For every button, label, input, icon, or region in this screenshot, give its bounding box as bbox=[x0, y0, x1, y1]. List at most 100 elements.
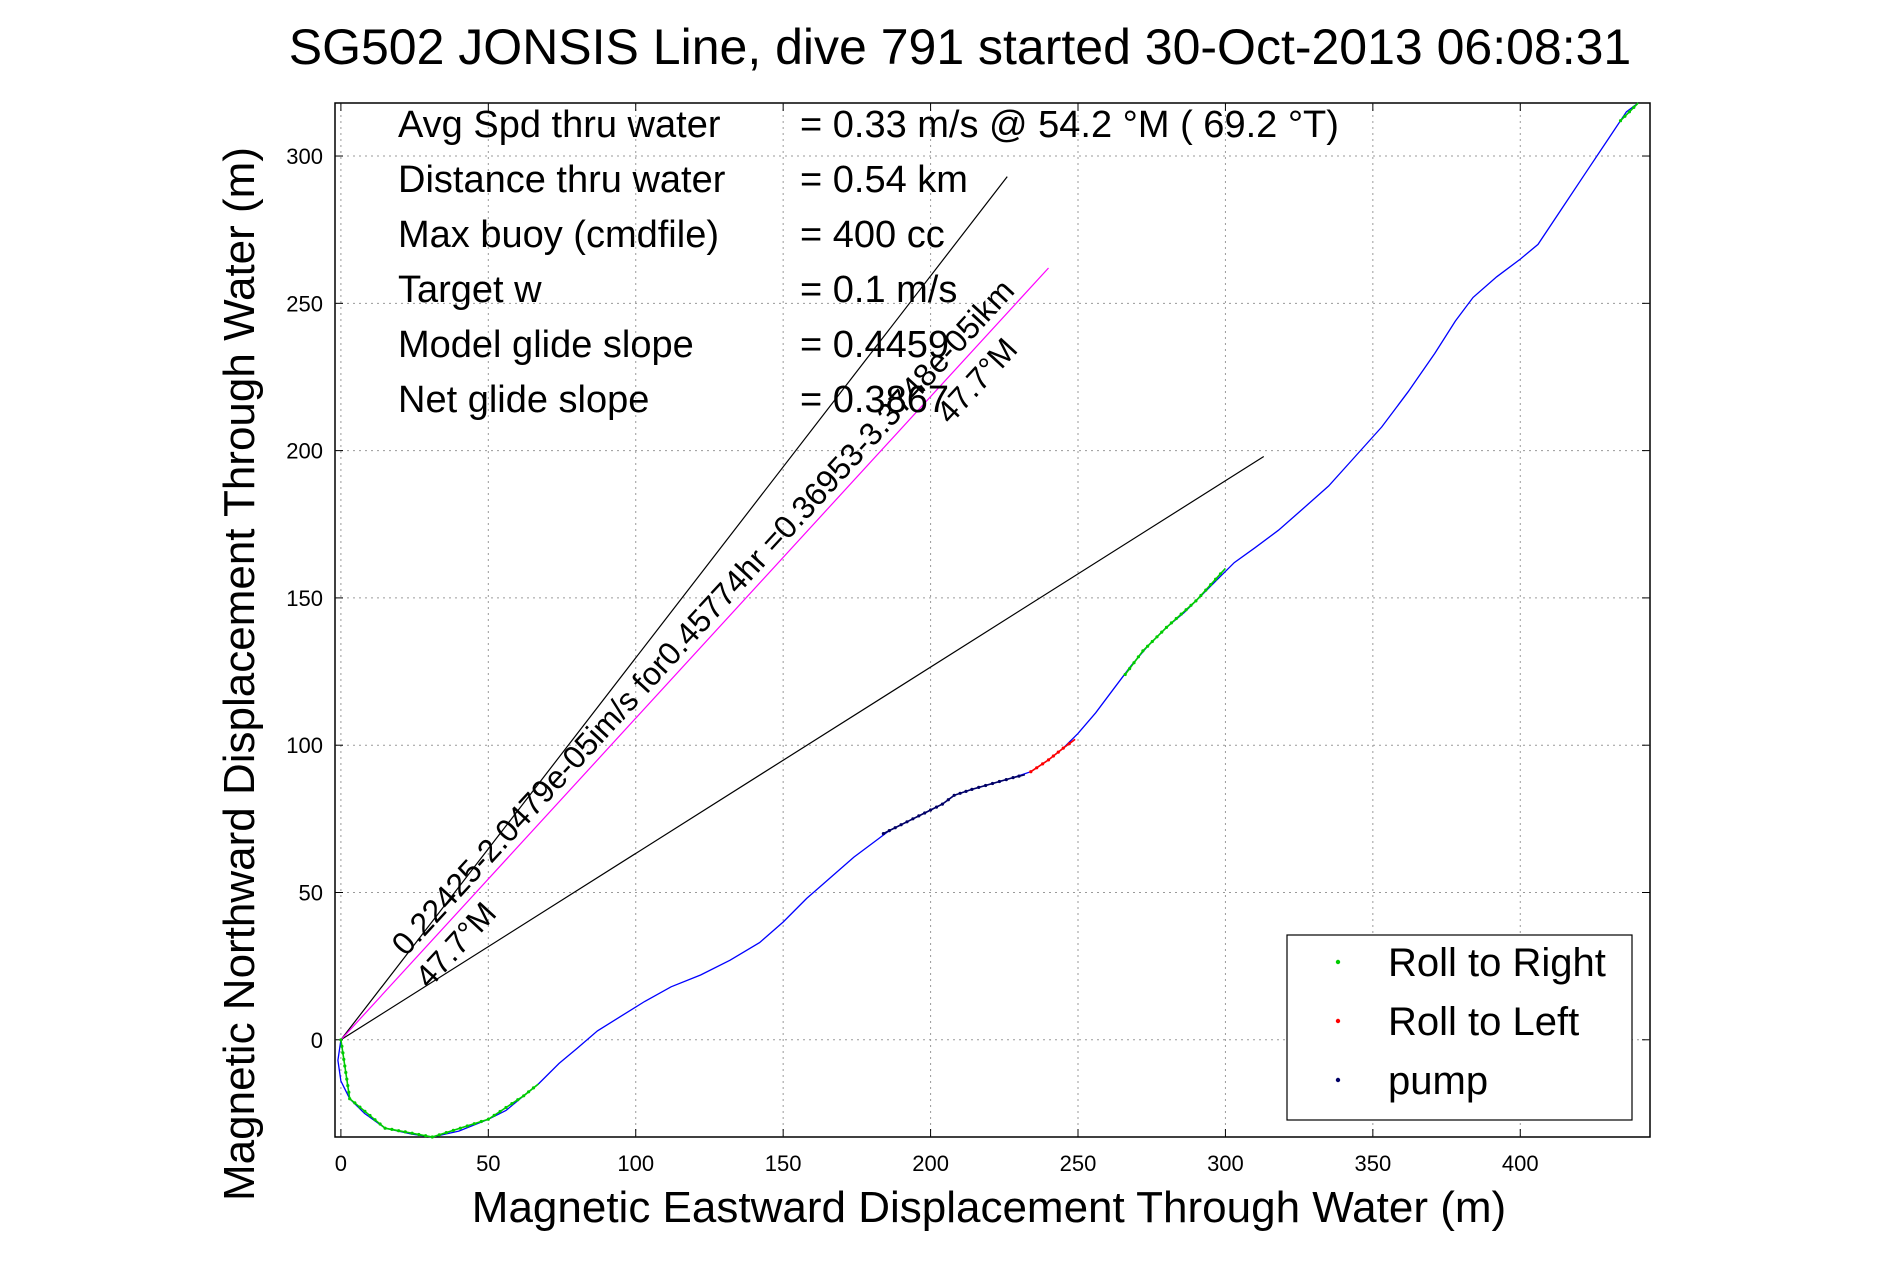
x-tick-label: 250 bbox=[1060, 1151, 1097, 1176]
y-axis-ticks: 0 50 100 150 200 250 300 bbox=[286, 144, 1650, 1053]
series-point-0 bbox=[1218, 572, 1223, 576]
series-point-0 bbox=[424, 1134, 428, 1138]
info-panel: Avg Spd thru water = 0.33 m/s @ 54.2 °M (… bbox=[398, 104, 1339, 421]
series-point-0 bbox=[1123, 672, 1127, 677]
series-point-0 bbox=[339, 1038, 343, 1042]
series-point-2 bbox=[887, 829, 891, 833]
series-point-2 bbox=[911, 817, 915, 821]
series-point-0 bbox=[510, 1102, 514, 1106]
series-point-0 bbox=[486, 1117, 490, 1121]
x-tick-label: 0 bbox=[335, 1151, 347, 1176]
series-point-0 bbox=[410, 1131, 414, 1135]
info-value: = 0.33 m/s @ 54.2 °M ( 69.2 °T) bbox=[800, 104, 1339, 146]
series-point-0 bbox=[397, 1129, 401, 1133]
series-point-0 bbox=[465, 1124, 469, 1128]
series-point-1 bbox=[1035, 766, 1039, 770]
series-point-1 bbox=[1067, 742, 1071, 746]
series-point-0 bbox=[437, 1133, 441, 1137]
y-tick-label: 100 bbox=[286, 733, 323, 758]
x-tick-label: 400 bbox=[1502, 1151, 1539, 1176]
series-point-1 bbox=[1046, 758, 1051, 762]
series-point-0 bbox=[342, 1057, 346, 1061]
series-point-2 bbox=[923, 811, 927, 815]
series-point-0 bbox=[458, 1126, 462, 1130]
series-point-1 bbox=[1029, 770, 1033, 774]
info-value: = 0.3867 bbox=[800, 379, 949, 421]
series-point-2 bbox=[997, 779, 1002, 784]
series-point-0 bbox=[1194, 599, 1198, 603]
info-value: = 400 cc bbox=[800, 214, 945, 256]
reference-line-lower bbox=[340, 455, 1265, 1041]
series-point-0 bbox=[1623, 114, 1627, 118]
series-point-0 bbox=[341, 1051, 345, 1055]
x-tick-label: 100 bbox=[617, 1151, 654, 1176]
series-point-0 bbox=[345, 1077, 349, 1081]
info-label: Target w bbox=[398, 269, 542, 311]
info-label: Avg Spd thru water bbox=[398, 104, 721, 146]
series-point-0 bbox=[353, 1101, 357, 1105]
series-point-0 bbox=[1214, 577, 1218, 581]
series-point-2 bbox=[977, 785, 981, 790]
y-tick-label: 300 bbox=[286, 144, 323, 169]
x-tick-label: 350 bbox=[1354, 1151, 1391, 1176]
series-point-0 bbox=[1155, 635, 1159, 639]
series-point-0 bbox=[1627, 110, 1631, 114]
series-point-0 bbox=[1164, 625, 1169, 630]
series-point-2 bbox=[905, 820, 909, 824]
series-point-0 bbox=[522, 1094, 526, 1098]
series-point-1 bbox=[1051, 754, 1055, 758]
series-segment-0 bbox=[340, 1039, 539, 1138]
series-point-0 bbox=[1204, 588, 1208, 592]
x-axis-label: Magnetic Eastward Displacement Through W… bbox=[472, 1183, 1506, 1232]
series-point-2 bbox=[958, 791, 962, 795]
series-point-0 bbox=[1174, 616, 1178, 621]
series-point-0 bbox=[531, 1086, 536, 1090]
series-point-1 bbox=[1041, 762, 1045, 766]
series-point-1 bbox=[1061, 746, 1065, 750]
legend-label: Roll to Right bbox=[1388, 941, 1606, 985]
series-point-0 bbox=[348, 1097, 352, 1101]
x-axis-ticks: 0 50 100 150 200 250 300 350 400 bbox=[335, 103, 1539, 1176]
series-point-2 bbox=[1017, 774, 1021, 778]
series-point-0 bbox=[451, 1128, 455, 1132]
series-point-0 bbox=[1128, 667, 1132, 671]
grid-lines bbox=[335, 103, 1650, 1137]
series-point-0 bbox=[479, 1119, 483, 1124]
series-point-2 bbox=[990, 781, 995, 786]
x-tick-label: 50 bbox=[476, 1151, 500, 1176]
series-point-0 bbox=[1632, 105, 1636, 109]
series-point-0 bbox=[1146, 644, 1150, 648]
series-point-2 bbox=[940, 802, 945, 806]
reference-lines bbox=[340, 176, 1265, 1041]
info-value: = 0.54 km bbox=[800, 159, 968, 201]
series-point-0 bbox=[1169, 621, 1173, 625]
series-point-0 bbox=[430, 1135, 434, 1139]
series-point-0 bbox=[1199, 593, 1203, 598]
series-point-0 bbox=[368, 1113, 372, 1118]
chart-title: SG502 JONSIS Line, dive 791 started 30-O… bbox=[289, 19, 1631, 75]
series-point-0 bbox=[378, 1122, 382, 1126]
y-tick-label: 0 bbox=[311, 1028, 323, 1053]
slope-label-text: 0.22425-2.0479e-05im/s for0.45774hr =0.3… bbox=[384, 272, 1021, 962]
series-point-0 bbox=[516, 1098, 520, 1102]
series-point-2 bbox=[881, 832, 886, 836]
reference-line-upper bbox=[340, 176, 1008, 1041]
info-label: Distance thru water bbox=[398, 159, 726, 201]
series-point-2 bbox=[899, 823, 903, 827]
series-point-0 bbox=[1209, 583, 1213, 587]
x-tick-label: 150 bbox=[765, 1151, 802, 1176]
info-label: Max buoy (cmdfile) bbox=[398, 214, 719, 256]
series-point-0 bbox=[358, 1105, 362, 1109]
info-label: Model glide slope bbox=[398, 324, 694, 366]
series-point-0 bbox=[347, 1090, 351, 1094]
series-point-0 bbox=[1136, 655, 1140, 659]
series-point-2 bbox=[970, 787, 974, 792]
y-tick-label: 200 bbox=[286, 439, 323, 464]
x-tick-label: 200 bbox=[912, 1151, 949, 1176]
series-point-0 bbox=[1184, 608, 1188, 612]
series-point-2 bbox=[917, 814, 921, 818]
series-point-0 bbox=[390, 1127, 394, 1131]
series-point-2 bbox=[984, 783, 988, 788]
series-point-0 bbox=[527, 1090, 531, 1094]
